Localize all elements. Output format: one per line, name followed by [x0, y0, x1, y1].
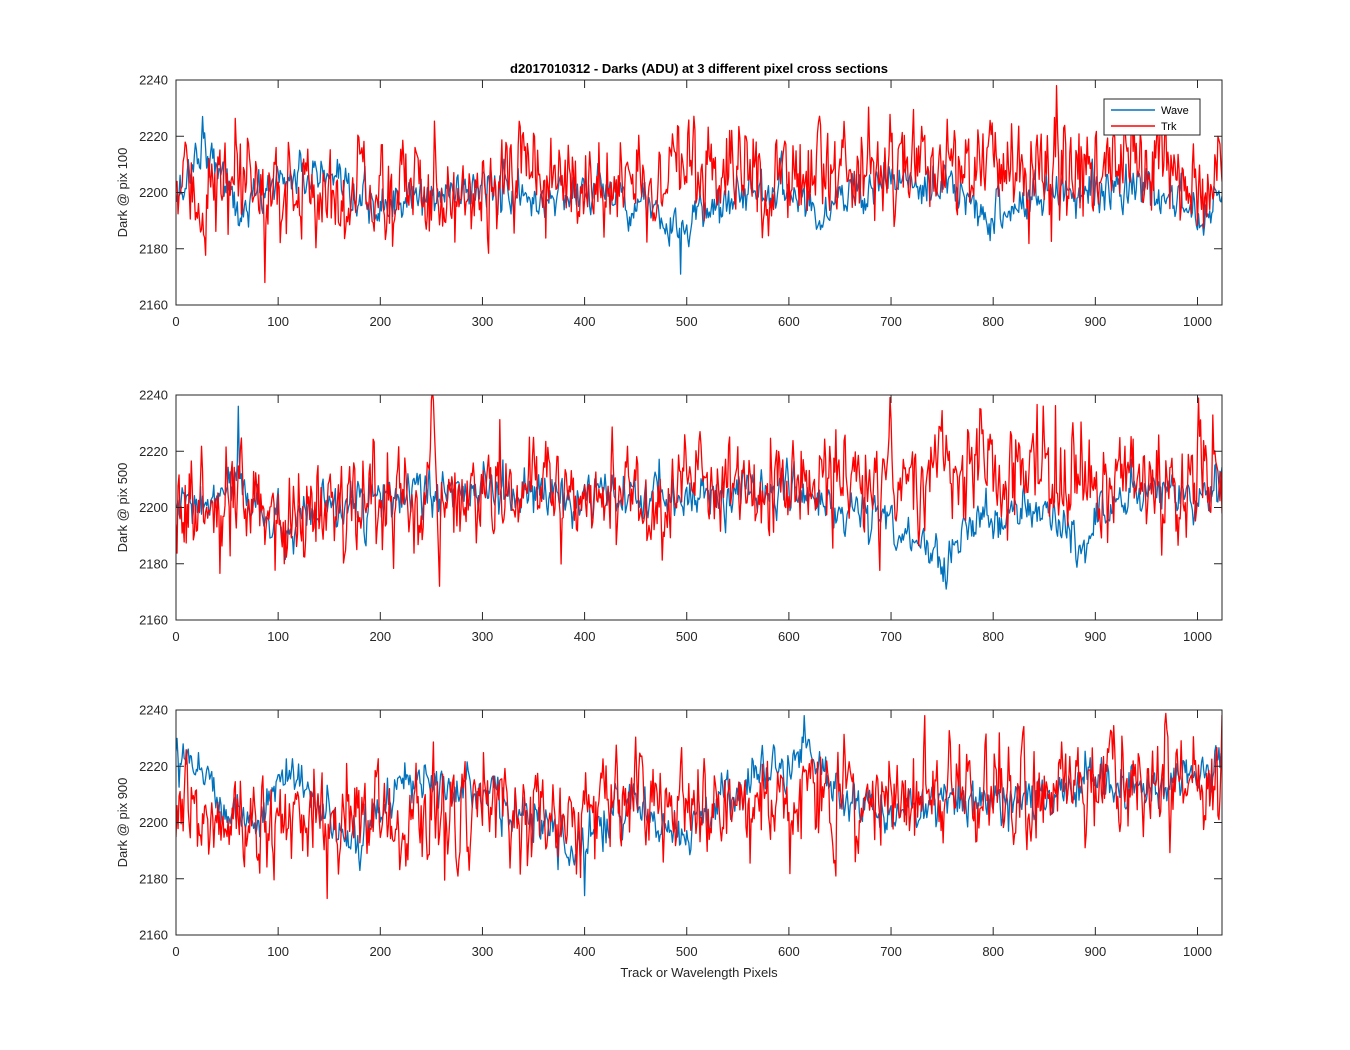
x-tick-label: 300: [472, 629, 494, 644]
legend: Wave Trk: [1103, 98, 1201, 136]
y-tick-label: 2200: [139, 500, 168, 515]
legend-label-trk: Trk: [1161, 121, 1177, 133]
x-tick-label: 400: [574, 629, 596, 644]
series-line-trk: [176, 395, 1222, 587]
x-tick-label: 800: [982, 944, 1004, 959]
y-axis-label: Dark @ pix 500: [115, 463, 130, 553]
x-tick-label: 1000: [1183, 944, 1212, 959]
x-tick-label: 0: [172, 629, 179, 644]
y-tick-label: 2200: [139, 815, 168, 830]
x-tick-label: 100: [267, 314, 289, 329]
y-tick-label: 2220: [139, 129, 168, 144]
series-group: [176, 84, 1222, 284]
series-group: [176, 395, 1222, 590]
x-tick-label: 1000: [1183, 629, 1212, 644]
x-tick-label: 900: [1084, 629, 1106, 644]
x-tick-label: 100: [267, 944, 289, 959]
y-tick-label: 2240: [139, 703, 168, 718]
x-tick-label: 700: [880, 314, 902, 329]
legend-box: [1103, 98, 1201, 136]
x-tick-label: 500: [676, 944, 698, 959]
x-tick-label: 400: [574, 314, 596, 329]
x-tick-label: 800: [982, 314, 1004, 329]
x-tick-label: 600: [778, 629, 800, 644]
y-tick-label: 2180: [139, 871, 168, 886]
y-axis-label: Dark @ pix 100: [115, 148, 130, 238]
y-tick-label: 2200: [139, 185, 168, 200]
y-tick-label: 2220: [139, 759, 168, 774]
x-tick-label: 600: [778, 944, 800, 959]
subplot-2: 0 100 200 300 400 500 600 700 800 900 1000 2160 2180…: [115, 388, 1223, 644]
series-line-trk: [176, 84, 1222, 284]
subplot-1: 0 100 200 300 400 500 600 700 800 900 1000 2160 2180…: [115, 73, 1223, 329]
y-axis-label: Dark @ pix 900: [115, 778, 130, 868]
y-tick-label: 2160: [139, 928, 168, 943]
y-tick-label: 2240: [139, 388, 168, 403]
x-tick-label: 300: [472, 314, 494, 329]
series-line-trk: [176, 712, 1222, 900]
x-tick-label: 0: [172, 314, 179, 329]
y-tick-label: 2240: [139, 73, 168, 88]
legend-label-wave: Wave: [1161, 105, 1189, 117]
x-tick-label: 200: [369, 629, 391, 644]
x-tick-label: 200: [369, 314, 391, 329]
y-tick-label: 2160: [139, 298, 168, 313]
x-tick-label: 900: [1084, 314, 1106, 329]
x-tick-label: 500: [676, 629, 698, 644]
x-tick-label: 800: [982, 629, 1004, 644]
y-tick-label: 2160: [139, 613, 168, 628]
x-tick-label: 100: [267, 629, 289, 644]
x-tick-label: 300: [472, 944, 494, 959]
x-tick-label: 200: [369, 944, 391, 959]
x-tick-label: 600: [778, 314, 800, 329]
x-tick-label: 700: [880, 629, 902, 644]
y-tick-label: 2180: [139, 241, 168, 256]
x-tick-label: 0: [172, 944, 179, 959]
x-axis-label: Track or Wavelength Pixels: [620, 965, 778, 980]
x-tick-label: 400: [574, 944, 596, 959]
x-tick-label: 900: [1084, 944, 1106, 959]
series-group: [176, 712, 1222, 900]
x-tick-label: 700: [880, 944, 902, 959]
subplot-3: 0 100 200 300 400 500 600 700 800 900 1000 2160 2180…: [115, 703, 1223, 959]
y-tick-label: 2180: [139, 556, 168, 571]
chart-title: d2017010312 - Darks (ADU) at 3 different…: [510, 61, 888, 76]
x-tick-label: 500: [676, 314, 698, 329]
x-tick-label: 1000: [1183, 314, 1212, 329]
y-tick-label: 2220: [139, 444, 168, 459]
